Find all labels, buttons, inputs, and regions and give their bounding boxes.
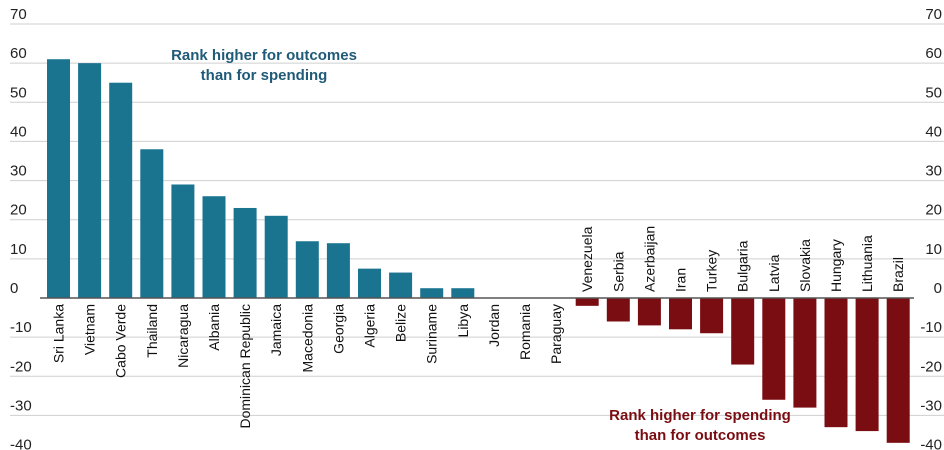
category-label: Jordan xyxy=(486,304,502,347)
category-label: Jamaica xyxy=(268,304,284,356)
y-tick-label-right: 20 xyxy=(925,202,942,219)
y-tick-label-right: 40 xyxy=(925,123,942,140)
bar xyxy=(886,298,910,443)
annotation-negative-line2: than for outcomes xyxy=(635,427,766,444)
bar xyxy=(78,63,102,299)
y-tick-label-left: -40 xyxy=(10,437,32,450)
y-tick-label-right: -10 xyxy=(920,319,942,336)
category-label: Turkey xyxy=(704,250,720,292)
y-tick-label-right: 60 xyxy=(925,45,942,62)
bar xyxy=(700,298,724,334)
category-label: Libya xyxy=(455,304,471,338)
y-tick-label-left: -30 xyxy=(10,397,32,414)
bar xyxy=(793,298,817,408)
y-tick-label-right: -30 xyxy=(920,397,942,414)
y-tick-label-left: 30 xyxy=(10,163,27,180)
category-label: Suriname xyxy=(424,304,440,364)
category-label: Hungary xyxy=(828,239,844,292)
y-tick-label-right: -40 xyxy=(920,437,942,450)
bar xyxy=(420,288,444,298)
annotation-positive-line2: than for spending xyxy=(201,67,328,84)
bar xyxy=(109,82,133,298)
y-tick-label-right: 50 xyxy=(925,84,942,101)
bar xyxy=(824,298,848,428)
gridlines xyxy=(10,23,944,416)
bar xyxy=(637,298,661,326)
category-label: Latvia xyxy=(766,254,782,292)
y-tick-label-left: 10 xyxy=(10,241,27,258)
category-label: Georgia xyxy=(330,304,346,354)
y-tick-label-left: 40 xyxy=(10,123,27,140)
bar xyxy=(140,149,164,298)
bar xyxy=(451,288,475,298)
y-tick-label-right: 30 xyxy=(925,163,942,180)
category-label: Paraguay xyxy=(548,304,564,364)
bar xyxy=(47,59,70,298)
bar xyxy=(731,298,755,365)
y-tick-label-right: 70 xyxy=(925,6,942,23)
bar xyxy=(171,184,195,298)
category-label: Belize xyxy=(393,304,409,342)
bar xyxy=(669,298,692,330)
y-tick-label-left: 0 xyxy=(10,280,18,297)
bar xyxy=(202,196,226,298)
bar xyxy=(606,298,630,322)
category-label: Cabo Verde xyxy=(113,304,129,378)
y-axis-ticks: 70 70 60 60 50 50 40 40 30 30 20 20 10 10 0 0 -10 -10 -20 -… xyxy=(10,6,942,450)
y-tick-label-right: -20 xyxy=(920,358,942,375)
category-label: Nicaragua xyxy=(175,304,191,368)
y-tick-label-left: 20 xyxy=(10,202,27,219)
category-label: Romania xyxy=(517,304,533,360)
bar xyxy=(575,298,599,306)
category-label: Dominican Republic xyxy=(237,304,253,429)
category-label: Serbia xyxy=(610,251,626,292)
annotation-negative-line1: Rank higher for spending xyxy=(609,407,791,424)
category-label: Iran xyxy=(673,268,689,292)
y-tick-label-right: 10 xyxy=(925,241,942,258)
category-label: Albania xyxy=(206,304,222,351)
bar xyxy=(264,215,288,298)
y-tick-label-left: -20 xyxy=(10,358,32,375)
bar xyxy=(358,268,381,298)
y-tick-label-left: 70 xyxy=(10,6,27,23)
category-label: Bulgaria xyxy=(735,240,751,292)
bar xyxy=(855,298,879,432)
y-tick-label-left: -10 xyxy=(10,319,32,336)
category-label: Macedonia xyxy=(299,304,315,373)
bar xyxy=(233,207,257,298)
bar xyxy=(326,243,350,298)
category-label: Brazil xyxy=(890,257,906,292)
category-label: Slovakia xyxy=(797,239,813,292)
category-label: Algeria xyxy=(362,304,378,348)
category-label: Lithuania xyxy=(859,235,875,292)
bar xyxy=(389,272,413,298)
bars xyxy=(47,59,910,443)
category-label: Thailand xyxy=(144,304,160,358)
category-label: Sri Lanka xyxy=(51,304,67,363)
bar xyxy=(762,298,786,400)
y-tick-label-left: 50 xyxy=(10,84,27,101)
category-label: Azerbaijan xyxy=(641,226,657,292)
y-tick-label-left: 60 xyxy=(10,45,27,62)
y-tick-label-right: 0 xyxy=(934,280,942,297)
bar xyxy=(295,241,319,298)
annotation-positive-line1: Rank higher for outcomes xyxy=(171,47,357,64)
category-label: Vietnam xyxy=(82,304,98,355)
category-labels: Sri Lanka Vietnam Cabo Verde Thailand Nicara… xyxy=(51,226,907,429)
category-label: Venezuela xyxy=(579,226,595,292)
